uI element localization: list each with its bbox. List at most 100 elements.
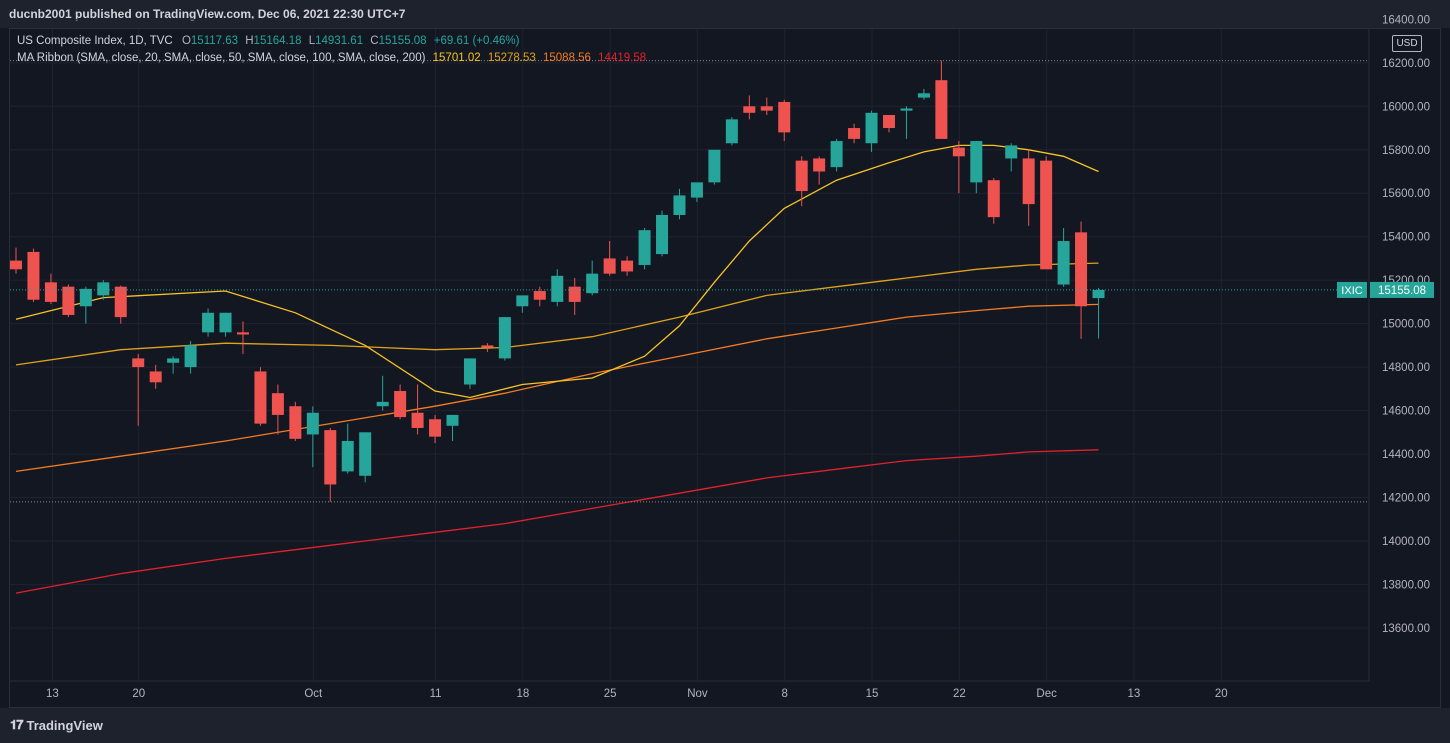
currency-label[interactable]: USD	[1392, 35, 1422, 52]
candle-body	[656, 214, 669, 255]
candle	[900, 106, 913, 139]
candle	[760, 97, 773, 115]
candle	[551, 269, 564, 307]
candle-body	[900, 108, 913, 111]
candle	[132, 354, 145, 426]
candle-body	[132, 358, 145, 368]
candle-body	[533, 291, 546, 300]
candle	[359, 432, 372, 483]
price-tick-label: 15000.00	[1382, 319, 1430, 331]
candle-body	[673, 195, 686, 215]
candle-body	[621, 260, 634, 272]
candle	[1022, 149, 1035, 226]
ma200-line	[15, 449, 1099, 594]
candle	[638, 228, 651, 270]
last-price-tag	[1370, 281, 1434, 298]
candle	[848, 123, 861, 144]
candle	[411, 384, 424, 435]
candle	[621, 256, 634, 276]
candle-body	[848, 128, 861, 139]
ma20-value: 15701.02	[432, 52, 481, 64]
candle-body	[306, 412, 319, 435]
candle-body	[114, 286, 127, 318]
candle	[79, 286, 92, 324]
candle	[1005, 143, 1018, 172]
price-tick-label: 13600.00	[1382, 623, 1430, 635]
candle	[1057, 228, 1070, 287]
candle-body	[987, 180, 1000, 218]
candle	[952, 141, 965, 194]
candle	[795, 156, 808, 207]
ma200-value: 14419.58	[598, 52, 647, 64]
candle-body	[79, 288, 92, 307]
candle	[813, 156, 826, 185]
price-tick-label: 16200.00	[1382, 58, 1430, 70]
time-tick-label: 15	[866, 688, 879, 700]
price-tick-label: 14000.00	[1382, 536, 1430, 548]
tradingview-logo[interactable]: 𝟏𝟕 TradingView	[10, 717, 103, 733]
candle-body	[935, 80, 948, 139]
time-tick-label: 25	[604, 688, 617, 700]
ma100-value: 15088.56	[542, 52, 591, 64]
ma-ribbon-legend: MA Ribbon (SMA, close, 20, SMA, close, 5…	[17, 52, 646, 64]
candle	[498, 317, 511, 361]
candle-body	[708, 149, 721, 183]
time-tick-label: 18	[516, 688, 529, 700]
candle-body	[760, 106, 773, 111]
symbol-title: US Composite Index, 1D, TVC	[17, 35, 173, 47]
time-tick-label: 20	[1215, 688, 1228, 700]
candle	[446, 414, 459, 441]
ma100-line	[15, 303, 1099, 473]
candle-body	[376, 401, 389, 407]
candle-body	[359, 432, 372, 476]
candle	[219, 312, 232, 337]
candle-body	[324, 430, 337, 485]
candle-body	[917, 93, 930, 98]
candle	[306, 406, 319, 468]
low-value: 14931.61	[315, 35, 364, 47]
candle	[481, 343, 494, 352]
candle-body	[167, 358, 180, 363]
candle-body	[813, 158, 826, 172]
high-value: 15164.18	[253, 35, 302, 47]
candle	[341, 423, 354, 474]
candle	[725, 117, 738, 146]
candle	[865, 110, 878, 152]
candle-body	[184, 345, 197, 368]
candle-body	[690, 182, 703, 198]
candle	[533, 286, 546, 307]
time-tick-label: 20	[132, 688, 145, 700]
candle	[987, 178, 1000, 224]
low-label: L	[308, 35, 316, 47]
candle-body	[568, 286, 581, 302]
candle-body	[411, 412, 424, 428]
candle	[167, 356, 180, 374]
candle-body	[883, 114, 895, 129]
chart-panel[interactable]	[9, 28, 1441, 708]
candle	[254, 367, 267, 426]
candle	[935, 60, 948, 139]
candle	[27, 248, 40, 302]
candle	[673, 188, 686, 220]
candle-body	[149, 371, 162, 383]
close-value: 15155.08	[378, 35, 427, 47]
candle	[1092, 287, 1105, 339]
symbol-legend: US Composite Index, 1D, TVC O15117.63 H1…	[17, 35, 519, 47]
price-tick-label: 13800.00	[1382, 579, 1430, 591]
time-tick-label: 22	[953, 688, 966, 700]
ma50-value: 15278.53	[487, 52, 536, 64]
time-tick-label: 11	[430, 688, 442, 700]
candle-body	[725, 119, 738, 144]
candle	[44, 273, 57, 305]
candle	[603, 241, 616, 276]
time-tick-label: 13	[46, 688, 59, 700]
candle	[516, 295, 529, 313]
candle-body	[778, 101, 791, 133]
candle	[62, 284, 75, 318]
candle-body	[463, 358, 476, 385]
candle-body	[219, 312, 232, 333]
candle	[289, 401, 302, 441]
candle	[114, 285, 127, 324]
candle-body	[603, 258, 616, 274]
